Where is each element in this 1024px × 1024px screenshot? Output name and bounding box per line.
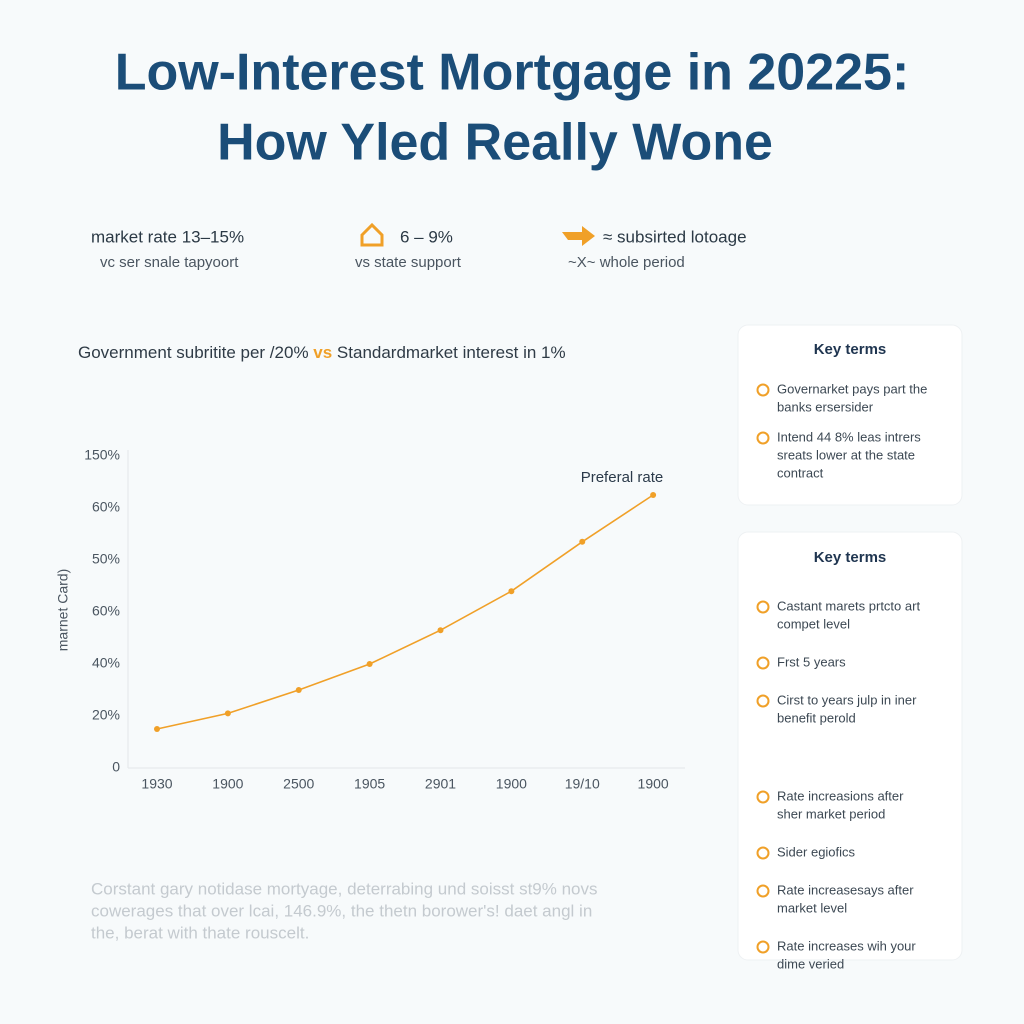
key-term: sher market period bbox=[777, 806, 885, 821]
key-terms-card bbox=[737, 531, 963, 961]
key-term: Rate increasions after bbox=[777, 788, 904, 803]
annotation: Preferal rate bbox=[581, 469, 664, 486]
key-term: Sider egiofics bbox=[777, 844, 856, 859]
chart-title-part: vs bbox=[313, 343, 332, 362]
house-icon bbox=[360, 222, 384, 247]
key-term: Castant marets prtcto art bbox=[777, 598, 920, 613]
key-term: banks ersersider bbox=[777, 399, 874, 414]
y-tick-label: 40% bbox=[92, 655, 120, 671]
point bbox=[366, 661, 373, 667]
stat-value: market rate 13–15% bbox=[91, 227, 244, 246]
line bbox=[156, 494, 654, 730]
stat-note: ~X~ whole period bbox=[568, 254, 685, 271]
x-tick-label: 1900 bbox=[496, 776, 527, 792]
stat-note: vc ser snale tapyoort bbox=[100, 254, 239, 271]
point bbox=[224, 710, 231, 717]
key-term: Frst 5 years bbox=[777, 654, 846, 669]
footer: Corstant gary notidase mortyage, deterra… bbox=[91, 879, 598, 942]
y-tick-label: 150% bbox=[84, 447, 120, 463]
key-term: Governarket pays part the bbox=[777, 381, 927, 396]
bullet-icon bbox=[756, 790, 770, 804]
bullet-icon bbox=[756, 656, 770, 670]
key-term: benefit perold bbox=[777, 710, 856, 725]
stat-note: vs state support bbox=[355, 254, 462, 271]
stat-value: ≈ subsirted lotoage bbox=[603, 227, 747, 246]
x-tick-label: 2901 bbox=[425, 776, 456, 792]
key-term: market level bbox=[777, 900, 847, 915]
chart-title: Government subritite per /20% vs Standar… bbox=[78, 343, 566, 362]
chart-title-part: Government subritite per /20% bbox=[78, 343, 313, 362]
y-tick-label: 60% bbox=[92, 603, 120, 619]
key-terms-card bbox=[737, 324, 963, 506]
x-tick-label: 1930 bbox=[141, 776, 172, 792]
bullet-icon bbox=[756, 383, 770, 397]
x-tick-label: 1900 bbox=[212, 776, 243, 792]
x-tick-label: 1900 bbox=[638, 776, 669, 792]
y-tick-label: 60% bbox=[92, 499, 120, 515]
key-terms-heading: Key terms bbox=[814, 549, 887, 566]
key-term: Rate increases wih your bbox=[777, 938, 916, 953]
y-tick-label: 0 bbox=[112, 759, 120, 775]
bullet-icon bbox=[756, 846, 770, 860]
bullet-icon bbox=[756, 884, 770, 898]
footer-line: Corstant gary notidase mortyage, deterra… bbox=[91, 879, 598, 898]
point bbox=[295, 687, 302, 693]
x-tick-label: 1905 bbox=[354, 776, 385, 792]
x-tick-label: 19/10 bbox=[565, 776, 600, 792]
bullet-icon bbox=[756, 694, 770, 708]
point bbox=[508, 588, 515, 595]
y-tick-label: 20% bbox=[92, 707, 120, 723]
key-term: contract bbox=[777, 465, 824, 480]
key-term: Cirst to years julp in iner bbox=[777, 692, 917, 707]
point bbox=[579, 538, 586, 545]
stat-value: 6 – 9% bbox=[400, 227, 453, 246]
arrow-icon bbox=[562, 226, 595, 246]
point bbox=[437, 627, 444, 634]
key-term: Rate increasesays after bbox=[777, 882, 914, 897]
key-term: compet level bbox=[777, 616, 850, 631]
point bbox=[154, 726, 160, 732]
footer-line: the, berat with thate rouscelt. bbox=[91, 923, 309, 942]
chart-title-part: Standardmarket interest in 1% bbox=[332, 343, 565, 362]
bullet-icon bbox=[756, 600, 770, 614]
key-term: dime veried bbox=[777, 956, 844, 971]
footer-line: cowerages that over lcai, 146.9%, the th… bbox=[91, 901, 592, 920]
title: How Yled Really Wone bbox=[217, 114, 773, 172]
key-terms: Key terms Governarket pays part the banks … bbox=[756, 341, 927, 971]
y-tick-label: 50% bbox=[92, 551, 120, 567]
title: Low-Interest Mortgage in 20225: bbox=[115, 44, 910, 102]
key-terms-heading: Key terms bbox=[814, 341, 887, 358]
key-term: Intend 44 8% leas intrers bbox=[777, 429, 921, 444]
y-axis-label: marnet Card) bbox=[55, 569, 71, 651]
key-term: sreats lower at the state bbox=[777, 447, 915, 462]
x-tick-label: 2500 bbox=[283, 776, 314, 792]
bullet-icon bbox=[756, 940, 770, 954]
bullet-icon bbox=[756, 431, 770, 445]
point bbox=[650, 492, 657, 498]
